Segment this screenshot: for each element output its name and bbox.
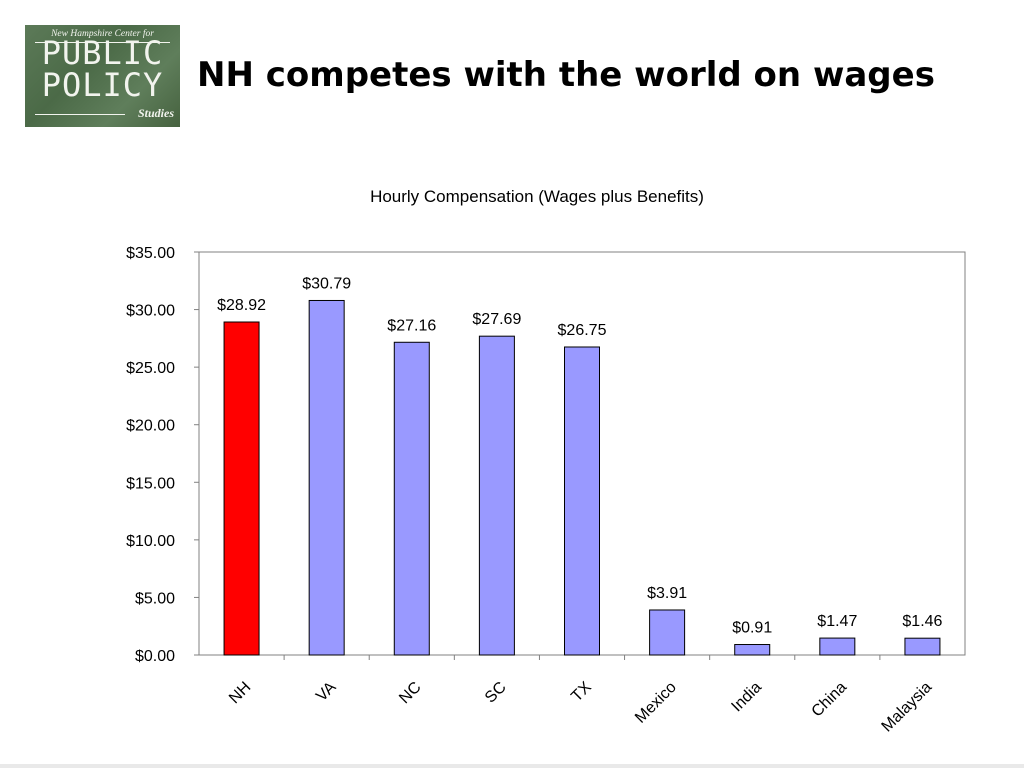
y-tick-label: $30.00 — [126, 303, 175, 320]
x-tick-label-mexico: Mexico — [632, 679, 680, 727]
bar-tx — [564, 346, 600, 656]
logo-word-policy: POLICY — [41, 66, 164, 104]
y-tick-label: $5.00 — [135, 590, 175, 607]
data-label-sc: $27.69 — [472, 311, 521, 328]
y-axis: $0.00 $5.00 $10.00 $15.00 $20.00 $25.00 $30.00… — [126, 245, 199, 665]
y-tick-label: $35.00 — [126, 245, 175, 262]
x-tick-label-malaysia: Malaysia — [879, 679, 936, 736]
x-axis: NH VA NC SC TX Mexico India China Malaysia — [226, 655, 935, 735]
y-tick-label: $15.00 — [126, 475, 175, 492]
public-policy-logo: New Hampshire Center for PUBLIC POLICY S… — [25, 25, 180, 127]
bars: $28.92 $30.79 $27.16 $27.69 $26.75 $3.91 $0.91… — [217, 275, 943, 656]
x-tick-label-tx: TX — [568, 679, 595, 706]
data-label-china: $1.47 — [817, 613, 857, 630]
data-label-tx: $26.75 — [558, 322, 607, 339]
slide-title: NH competes with the world on wages — [197, 55, 935, 95]
bar-nc — [393, 341, 430, 656]
data-label-mexico: $3.91 — [647, 585, 687, 602]
chart-title: Hourly Compensation (Wages plus Benefits… — [370, 187, 704, 206]
y-tick-label: $20.00 — [126, 418, 175, 435]
y-tick-label: $25.00 — [126, 360, 175, 377]
logo-sub: Studies — [137, 106, 174, 120]
logo-word-public: PUBLIC — [41, 34, 164, 72]
x-tick-label-india: India — [728, 679, 765, 716]
bar-china — [819, 637, 856, 656]
x-tick-label-sc: SC — [482, 679, 510, 707]
logo-tagline: New Hampshire Center for — [51, 29, 154, 39]
x-tick-label-nc: NC — [396, 679, 424, 707]
logo-rule-top — [35, 42, 170, 43]
data-label-nc: $27.16 — [387, 317, 436, 334]
bar-india — [734, 644, 771, 656]
data-label-va: $30.79 — [302, 275, 351, 292]
bar-sc — [478, 335, 515, 656]
bar-mexico — [649, 609, 686, 656]
data-label-india: $0.91 — [732, 620, 772, 637]
x-tick-label-china: China — [809, 679, 851, 721]
bar-nh — [223, 321, 260, 656]
y-tick-label: $10.00 — [126, 533, 175, 550]
y-tick-label: $0.00 — [135, 648, 175, 665]
x-tick-label-nh: NH — [226, 679, 254, 707]
slide-footer-bar — [0, 764, 1024, 768]
data-label-nh: $28.92 — [217, 297, 266, 314]
bar-malaysia — [904, 637, 941, 656]
logo-rule-bottom — [35, 114, 125, 115]
bar-va — [308, 299, 345, 656]
data-label-malaysia: $1.46 — [902, 613, 942, 630]
x-tick-label-va: VA — [313, 679, 340, 706]
